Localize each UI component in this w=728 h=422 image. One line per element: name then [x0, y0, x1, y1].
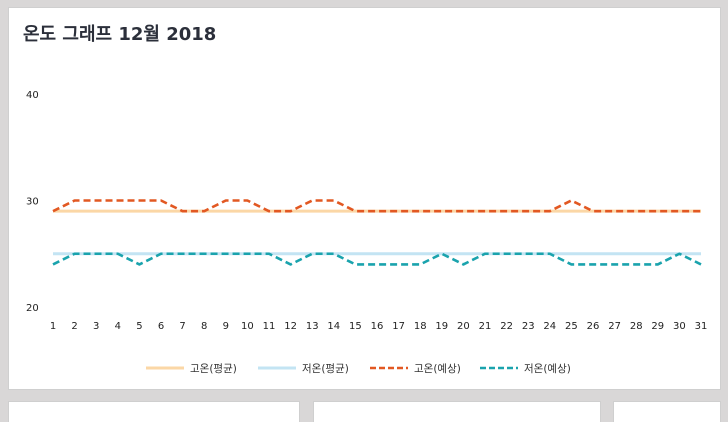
x-tick-label: 20	[457, 321, 470, 332]
legend-label: 고온(예상)	[414, 362, 461, 375]
x-tick-label: 17	[392, 321, 405, 332]
x-tick-label: 2	[71, 321, 77, 332]
x-tick-label: 25	[565, 321, 578, 332]
y-tick-label: 30	[26, 197, 39, 208]
series-line-3	[52, 199, 701, 213]
x-tick-label: 22	[500, 321, 513, 332]
x-tick-label: 12	[284, 321, 297, 332]
x-tick-label: 30	[673, 321, 686, 332]
x-tick-label: 28	[630, 321, 643, 332]
x-tick-label: 19	[435, 321, 448, 332]
x-axis-ticks: 1 2 3 4 5 6 7 8 9 10 11 12 13 14 15 16 17 18 19 20 21 22 23 24 2…	[50, 321, 708, 332]
chart-legend: 고온(평균) 저온(평균) 고온(예상) 저온(예상)	[146, 362, 571, 375]
x-tick-label: 31	[695, 321, 708, 332]
x-tick-label: 8	[201, 321, 207, 332]
bottom-card-1	[9, 402, 299, 422]
x-tick-label: 24	[543, 321, 556, 332]
x-tick-label: 14	[327, 321, 340, 332]
x-tick-label: 23	[522, 321, 535, 332]
legend-label: 저온(예상)	[524, 362, 571, 375]
x-tick-label: 16	[371, 321, 384, 332]
x-tick-label: 4	[115, 321, 121, 332]
bottom-card-3	[614, 402, 720, 422]
x-tick-label: 5	[136, 321, 142, 332]
x-tick-label: 29	[651, 321, 664, 332]
y-axis-ticks: 20 30 40	[26, 90, 39, 314]
x-tick-label: 10	[241, 321, 254, 332]
legend-label: 저온(평균)	[302, 363, 349, 375]
x-tick-label: 11	[263, 321, 276, 332]
x-tick-label: 18	[414, 321, 427, 332]
x-tick-label: 13	[306, 321, 319, 332]
x-tick-label: 7	[179, 321, 185, 332]
bottom-card-2	[314, 402, 600, 422]
y-tick-label: 20	[26, 303, 39, 314]
chart-card: 온도 그래프 12월 2018	[9, 8, 720, 389]
x-tick-label: 9	[223, 321, 229, 332]
x-tick-label: 6	[158, 321, 164, 332]
x-tick-label: 21	[479, 321, 492, 332]
legend-label: 고온(평균)	[190, 363, 237, 375]
x-tick-label: 15	[349, 321, 362, 332]
series-lines	[52, 199, 702, 266]
x-tick-label: 26	[587, 321, 600, 332]
x-tick-label: 27	[608, 321, 621, 332]
series-line-4	[52, 252, 702, 266]
x-tick-label: 3	[93, 321, 99, 332]
y-tick-label: 40	[26, 90, 39, 101]
x-tick-label: 1	[50, 321, 56, 332]
chart-title: 온도 그래프 12월 2018	[23, 24, 217, 45]
